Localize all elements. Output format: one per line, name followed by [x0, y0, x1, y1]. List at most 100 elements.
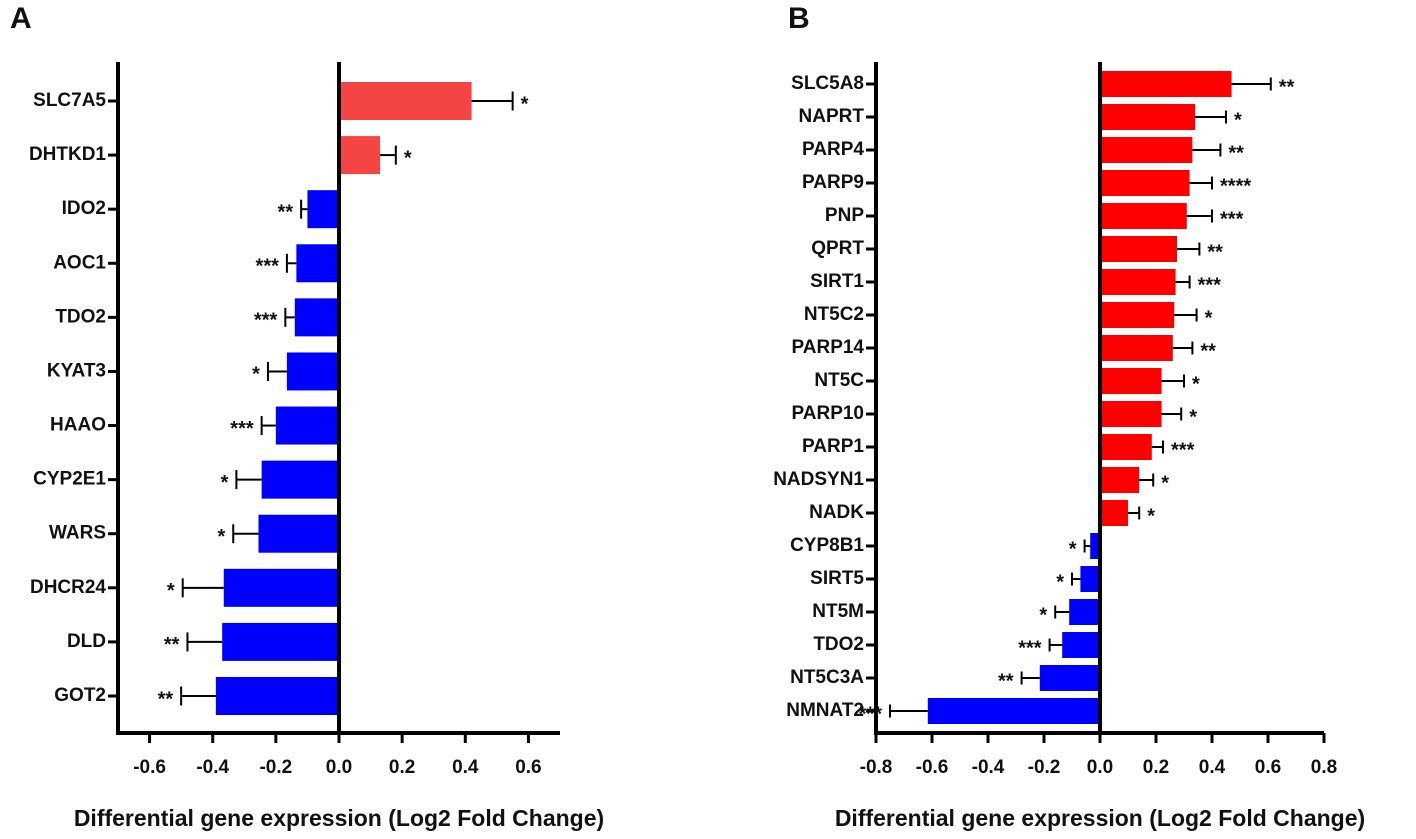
significance-label: *: [167, 580, 175, 602]
bar: [1100, 71, 1232, 97]
x-tick-label: 0.2: [1143, 757, 1169, 778]
bar: [261, 460, 339, 499]
bar: [1100, 269, 1176, 295]
x-tick-label: 0.6: [1255, 757, 1281, 778]
bar: [294, 298, 339, 337]
significance-label: *: [1192, 373, 1200, 395]
significance-label: *: [521, 93, 529, 115]
bar: [1080, 566, 1100, 592]
significance-label: ****: [1220, 175, 1251, 197]
x-tick-label: 0.8: [1311, 757, 1337, 778]
bar: [1100, 203, 1187, 229]
category-label: NMNAT2: [786, 700, 864, 721]
significance-label: **: [1279, 76, 1295, 98]
bar: [307, 190, 339, 229]
chart-panel: A -0.6 -0.4 -0.2 0.0 0.2 0.4 0.6 Differential ge…: [10, 2, 604, 831]
bar: [275, 406, 339, 445]
category-label: GOT2: [54, 685, 106, 706]
category-label: TDO2: [813, 634, 864, 655]
chart-panel: B -0.8 -0.6 -0.4 -0.2 0.0 0.2 0.4 0.6 0.8 Differen…: [773, 2, 1365, 831]
x-tick-label: 0.0: [1087, 757, 1113, 778]
bar: [927, 698, 1100, 724]
significance-label: *: [1069, 538, 1077, 560]
category-label: QPRT: [811, 238, 864, 259]
bar: [1100, 104, 1196, 130]
significance-label: **: [1228, 142, 1244, 164]
category-label: KYAT3: [47, 360, 106, 381]
x-tick-label: 0.2: [389, 757, 415, 778]
bar: [1100, 368, 1162, 394]
bar: [339, 82, 472, 120]
significance-label: ***: [859, 703, 883, 725]
x-tick-label: -0.4: [196, 757, 229, 778]
x-tick-label: 0.4: [452, 757, 479, 778]
category-label: NADSYN1: [773, 469, 864, 490]
significance-label: **: [278, 201, 294, 223]
x-axis-title: Differential gene expression (Log2 Fold …: [835, 805, 1365, 831]
category-label: IDO2: [62, 198, 106, 219]
bar: [1100, 500, 1128, 526]
x-tick-label: -0.2: [259, 757, 292, 778]
significance-label: *: [1205, 307, 1213, 329]
bar: [258, 514, 339, 553]
category-label: WARS: [49, 523, 106, 544]
significance-label: ***: [254, 310, 278, 332]
x-tick-label: -0.8: [860, 757, 893, 778]
bar: [339, 136, 381, 175]
bar: [1100, 170, 1190, 196]
bar: [222, 622, 339, 661]
significance-label: *: [1147, 505, 1155, 527]
category-label: PARP14: [791, 337, 864, 358]
category-label: PARP10: [791, 403, 864, 424]
x-tick-label: -0.2: [1028, 757, 1061, 778]
bar: [1039, 665, 1100, 691]
significance-label: *: [1039, 604, 1047, 626]
x-tick-label: -0.4: [972, 757, 1005, 778]
bar: [1062, 632, 1100, 658]
bar: [223, 568, 339, 607]
significance-label: **: [1200, 340, 1216, 362]
significance-label: ***: [256, 256, 280, 278]
category-label: NT5C3A: [790, 667, 864, 688]
significance-label: *: [1234, 109, 1242, 131]
bar: [1100, 434, 1152, 460]
significance-label: **: [1207, 241, 1223, 263]
x-axis-title: Differential gene expression (Log2 Fold …: [74, 805, 604, 831]
significance-label: *: [221, 472, 229, 494]
significance-label: ***: [230, 418, 254, 440]
significance-label: **: [158, 688, 174, 710]
significance-label: ***: [1171, 439, 1195, 461]
category-label: CYP2E1: [33, 469, 106, 490]
significance-label: *: [1189, 406, 1197, 428]
bar: [1100, 335, 1173, 361]
x-tick-label: 0.6: [515, 757, 541, 778]
category-label: TDO2: [55, 306, 106, 327]
category-label: NT5C2: [804, 304, 864, 325]
bar: [1100, 401, 1162, 427]
category-label: NT5M: [812, 601, 864, 622]
category-label: HAAO: [50, 415, 106, 436]
category-label: SLC7A5: [33, 90, 106, 111]
category-label: DHTKD1: [29, 144, 106, 165]
category-label: PARP1: [802, 436, 864, 457]
significance-label: *: [1161, 472, 1169, 494]
bar: [1100, 467, 1140, 493]
bar: [1090, 533, 1100, 559]
category-label: CYP8B1: [790, 535, 864, 556]
x-tick-label: 0.4: [1199, 757, 1226, 778]
category-label: NT5C: [814, 370, 864, 391]
category-label: SIRT1: [810, 271, 864, 292]
significance-label: *: [252, 364, 260, 386]
significance-label: ***: [1220, 208, 1244, 230]
category-label: SLC5A8: [791, 73, 864, 94]
category-label: PARP9: [802, 172, 864, 193]
category-label: DHCR24: [30, 577, 106, 598]
category-label: PARP4: [802, 139, 864, 160]
category-label: PNP: [825, 205, 864, 226]
significance-label: **: [164, 634, 180, 656]
bar: [1100, 236, 1177, 262]
bar: [1100, 302, 1175, 328]
bar: [215, 677, 339, 715]
significance-label: *: [404, 147, 412, 169]
